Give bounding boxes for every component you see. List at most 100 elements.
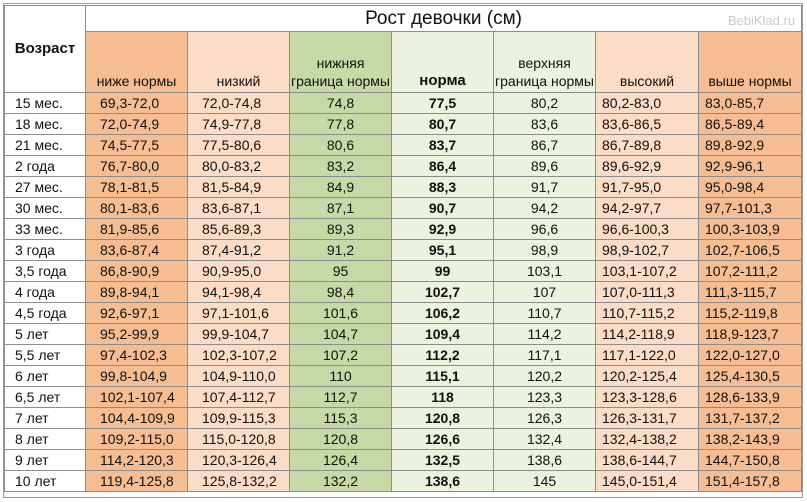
age-cell: 6,5 лет — [4, 386, 86, 408]
value-cell: 92,9-96,1 — [697, 155, 803, 177]
table-row: 33 мес. 81,9-85,6 85,6-89,3 89,3 92,9 96,6 96,… — [4, 218, 803, 240]
value-cell: 86,5-89,4 — [697, 113, 803, 135]
value-cell: 80,6 — [289, 134, 392, 156]
table-row: 15 мес. 69,3-72,0 72,0-74,8 74,8 77,5 80,2 80,… — [4, 92, 803, 114]
table-title: Рост девочки (см) BebiKlad.ru — [84, 5, 803, 32]
value-cell: 74,5-77,5 — [85, 134, 188, 156]
value-cell: 144,7-150,8 — [697, 449, 803, 471]
column-header: ниже нормы — [85, 31, 188, 93]
value-cell: 83,0-85,7 — [697, 92, 803, 114]
value-cell: 125,4-130,5 — [697, 365, 803, 387]
value-cell: 151,4-157,8 — [697, 470, 803, 492]
value-cell: 98,9 — [493, 239, 596, 261]
table-row: 5 лет 95,2-99,9 99,9-104,7 104,7 109,4 114,2 1… — [4, 323, 803, 345]
value-cell: 112,2 — [391, 344, 494, 366]
value-cell: 83,7 — [391, 134, 494, 156]
value-cell: 99,8-104,9 — [85, 365, 188, 387]
age-cell: 10 лет — [4, 470, 86, 492]
age-cell: 9 лет — [4, 449, 86, 471]
value-cell: 72,0-74,8 — [187, 92, 290, 114]
value-cell: 123,3 — [493, 386, 596, 408]
value-cell: 104,7 — [289, 323, 392, 345]
value-cell: 106,2 — [391, 302, 494, 324]
value-cell: 92,9 — [391, 218, 494, 240]
value-cell: 109,2-115,0 — [85, 428, 188, 450]
value-cell: 83,2 — [289, 155, 392, 177]
watermark: BebiKlad.ru — [727, 13, 796, 28]
value-cell: 126,4 — [289, 449, 392, 471]
value-cell: 117,1 — [493, 344, 596, 366]
value-cell: 78,1-81,5 — [85, 176, 188, 198]
value-cell: 111,3-115,7 — [697, 281, 803, 303]
value-cell: 89,8-92,9 — [697, 134, 803, 156]
age-cell: 3 года — [4, 239, 86, 261]
value-cell: 107,2 — [289, 344, 392, 366]
table-row: 3,5 года 86,8-90,9 90,9-95,0 95 99 103,1 103,1… — [4, 260, 803, 282]
value-cell: 89,6 — [493, 155, 596, 177]
value-cell: 98,4 — [289, 281, 392, 303]
value-cell: 83,6-86,5 — [595, 113, 699, 135]
value-cell: 89,3 — [289, 218, 392, 240]
value-cell: 80,0-83,2 — [187, 155, 290, 177]
value-cell: 132,5 — [391, 449, 494, 471]
column-header: высокий — [595, 31, 699, 93]
value-cell: 83,6 — [493, 113, 596, 135]
value-cell: 132,2 — [289, 470, 392, 492]
value-cell: 97,4-102,3 — [85, 344, 188, 366]
value-cell: 131,7-137,2 — [697, 407, 803, 429]
value-cell: 132,4 — [493, 428, 596, 450]
age-header: Возраст — [4, 5, 86, 93]
value-cell: 86,4 — [391, 155, 494, 177]
age-cell: 5,5 лет — [4, 344, 86, 366]
value-cell: 102,3-107,2 — [187, 344, 290, 366]
value-cell: 107 — [493, 281, 596, 303]
value-cell: 89,6-92,9 — [595, 155, 699, 177]
value-cell: 80,2 — [493, 92, 596, 114]
value-cell: 119,4-125,8 — [85, 470, 188, 492]
table-row: 6,5 лет 102,1-107,4 107,4-112,7 112,7 118 123… — [4, 386, 803, 408]
value-cell: 126,6 — [391, 428, 494, 450]
value-cell: 69,3-72,0 — [85, 92, 188, 114]
value-cell: 74,9-77,8 — [187, 113, 290, 135]
age-cell: 2 года — [4, 155, 86, 177]
column-header: низкий — [187, 31, 290, 93]
table-row: 10 лет 119,4-125,8 125,8-132,2 132,2 138,6 14… — [4, 470, 803, 492]
value-cell: 110,7-115,2 — [595, 302, 699, 324]
table-row: 2 года 76,7-80,0 80,0-83,2 83,2 86,4 89,6 89,6… — [4, 155, 803, 177]
value-cell: 86,7-89,8 — [595, 134, 699, 156]
age-cell: 30 мес. — [4, 197, 86, 219]
value-cell: 145 — [493, 470, 596, 492]
value-cell: 128,6-133,9 — [697, 386, 803, 408]
value-cell: 114,2-118,9 — [595, 323, 699, 345]
value-cell: 91,7-95,0 — [595, 176, 699, 198]
value-cell: 138,6 — [391, 470, 494, 492]
column-header-row: ниже нормы низкий нижняя граница нормы н… — [5, 31, 803, 93]
value-cell: 88,3 — [391, 176, 494, 198]
value-cell: 87,1 — [289, 197, 392, 219]
value-cell: 101,6 — [289, 302, 392, 324]
value-cell: 107,4-112,7 — [187, 386, 290, 408]
table-row: 27 мес. 78,1-81,5 81,5-84,9 84,9 88,3 91,7 91,… — [4, 176, 803, 198]
value-cell: 126,3-131,7 — [595, 407, 699, 429]
age-cell: 5 лет — [4, 323, 86, 345]
value-cell: 123,3-128,6 — [595, 386, 699, 408]
value-cell: 77,8 — [289, 113, 392, 135]
column-header: норма — [391, 31, 494, 93]
value-cell: 110,7 — [493, 302, 596, 324]
age-cell: 21 мес. — [4, 134, 86, 156]
value-cell: 94,2 — [493, 197, 596, 219]
value-cell: 87,4-91,2 — [187, 239, 290, 261]
table-row: 3 года 83,6-87,4 87,4-91,2 91,2 95,1 98,9 98,9… — [4, 239, 803, 261]
value-cell: 72,0-74,9 — [85, 113, 188, 135]
age-cell: 8 лет — [4, 428, 86, 450]
value-cell: 96,6 — [493, 218, 596, 240]
value-cell: 94,2-97,7 — [595, 197, 699, 219]
table-row: 6 лет 99,8-104,9 104,9-110,0 110 115,1 120,2 1… — [4, 365, 803, 387]
age-cell: 6 лет — [4, 365, 86, 387]
value-cell: 120,2 — [493, 365, 596, 387]
value-cell: 103,1-107,2 — [595, 260, 699, 282]
age-cell: 15 мес. — [4, 92, 86, 114]
value-cell: 80,1-83,6 — [85, 197, 188, 219]
value-cell: 97,7-101,3 — [697, 197, 803, 219]
value-cell: 74,8 — [289, 92, 392, 114]
